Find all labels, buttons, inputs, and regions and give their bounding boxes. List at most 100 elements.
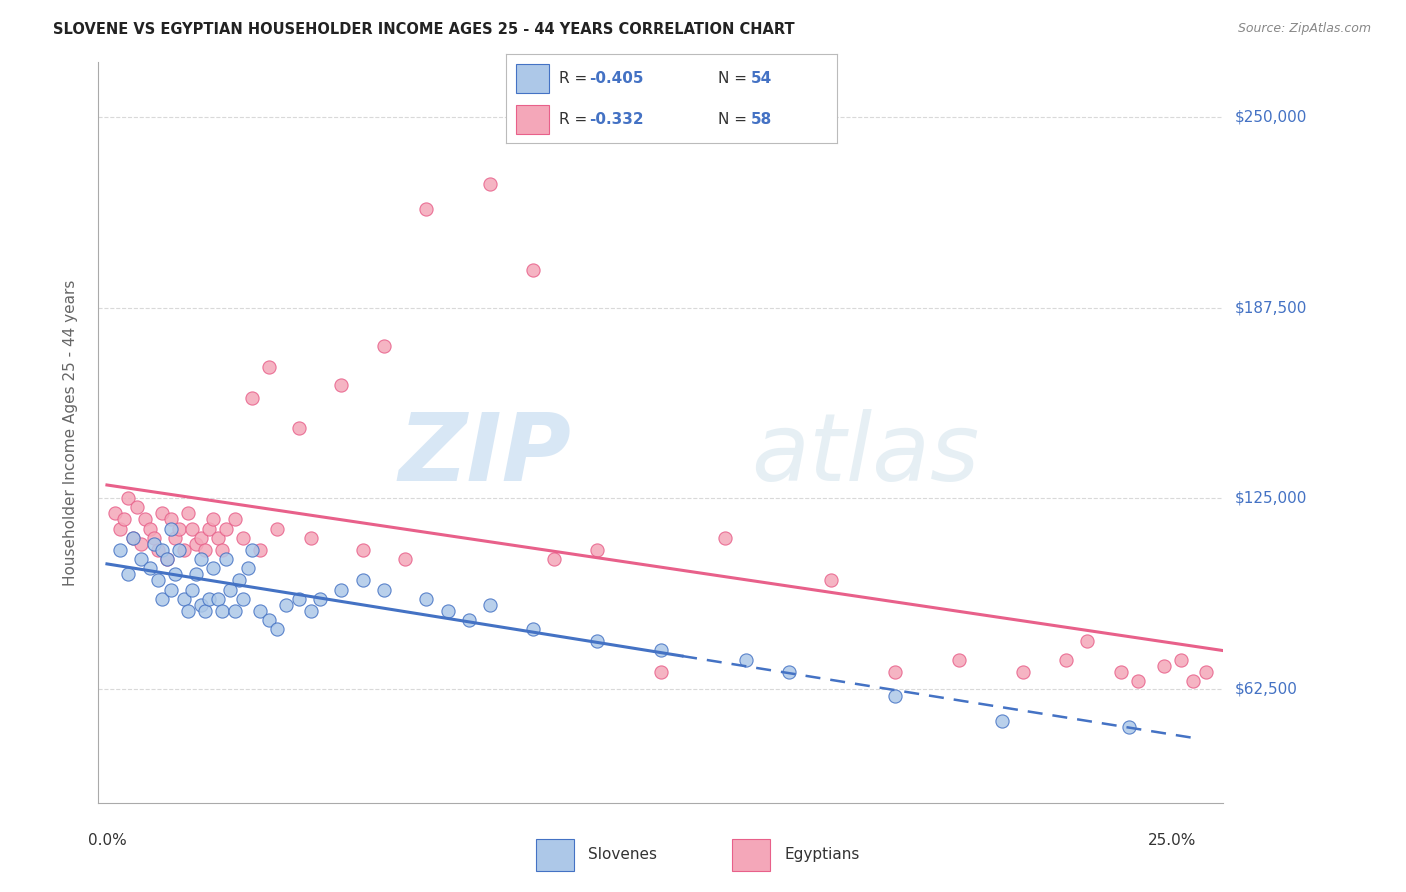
Point xyxy=(198,522,221,536)
Text: ZIP: ZIP xyxy=(398,409,571,500)
Point xyxy=(150,507,173,521)
Text: SLOVENE VS EGYPTIAN HOUSEHOLDER INCOME AGES 25 - 44 YEARS CORRELATION CHART: SLOVENE VS EGYPTIAN HOUSEHOLDER INCOME A… xyxy=(53,22,794,37)
Point xyxy=(142,537,165,551)
Point xyxy=(219,582,242,597)
Point xyxy=(146,574,169,588)
Point xyxy=(436,604,458,618)
Point xyxy=(1109,665,1132,679)
Point xyxy=(650,643,672,657)
Point xyxy=(224,604,246,618)
Point xyxy=(117,491,139,505)
Point xyxy=(190,552,212,566)
Point xyxy=(138,561,160,575)
Text: 0.0%: 0.0% xyxy=(87,833,127,848)
Point xyxy=(121,531,143,545)
Point xyxy=(479,178,502,192)
Point xyxy=(207,591,229,606)
Point xyxy=(186,537,208,551)
Point xyxy=(198,591,221,606)
FancyBboxPatch shape xyxy=(536,839,574,871)
Text: -0.405: -0.405 xyxy=(589,71,644,86)
Point xyxy=(160,582,183,597)
Point xyxy=(173,543,195,558)
Point xyxy=(142,531,165,545)
Point xyxy=(104,507,127,521)
Point xyxy=(1076,634,1098,648)
Point xyxy=(257,360,280,375)
Text: N =: N = xyxy=(717,112,751,127)
Point xyxy=(236,561,259,575)
FancyBboxPatch shape xyxy=(731,839,770,871)
Point xyxy=(458,613,481,627)
Point xyxy=(1126,673,1149,688)
Point xyxy=(129,537,152,551)
Point xyxy=(415,591,437,606)
Point xyxy=(287,421,309,435)
Point xyxy=(117,567,139,582)
Point xyxy=(207,531,229,545)
Point xyxy=(186,567,208,582)
Point xyxy=(181,582,204,597)
Point xyxy=(215,522,238,536)
Point xyxy=(373,582,395,597)
Point xyxy=(228,574,250,588)
Point xyxy=(165,531,187,545)
Point xyxy=(1195,665,1218,679)
Point xyxy=(479,598,502,612)
Point xyxy=(266,522,288,536)
Text: Slovenes: Slovenes xyxy=(588,847,657,862)
Text: $187,500: $187,500 xyxy=(1234,301,1306,315)
Point xyxy=(177,507,200,521)
Point xyxy=(224,512,246,526)
Point xyxy=(129,552,152,566)
Point xyxy=(160,512,183,526)
Point xyxy=(650,665,672,679)
Point xyxy=(352,543,374,558)
FancyBboxPatch shape xyxy=(516,64,550,93)
Point xyxy=(1012,665,1035,679)
Point xyxy=(820,574,842,588)
Point xyxy=(884,689,907,703)
Text: $125,000: $125,000 xyxy=(1234,491,1306,506)
FancyBboxPatch shape xyxy=(516,105,550,134)
Point xyxy=(1118,720,1140,734)
Point xyxy=(330,582,353,597)
Point xyxy=(202,512,225,526)
Point xyxy=(211,543,233,558)
Text: -0.332: -0.332 xyxy=(589,112,644,127)
Point xyxy=(257,613,280,627)
Point xyxy=(287,591,309,606)
Text: Source: ZipAtlas.com: Source: ZipAtlas.com xyxy=(1237,22,1371,36)
Point xyxy=(373,339,395,353)
Point xyxy=(155,552,177,566)
Point xyxy=(1170,652,1192,666)
Text: R =: R = xyxy=(560,112,592,127)
Y-axis label: Householder Income Ages 25 - 44 years: Householder Income Ages 25 - 44 years xyxy=(63,279,77,586)
Point xyxy=(735,652,758,666)
Point xyxy=(586,543,609,558)
Point xyxy=(778,665,800,679)
Point xyxy=(990,714,1012,728)
Point xyxy=(169,522,191,536)
Point xyxy=(301,531,323,545)
Point xyxy=(266,622,288,636)
Text: 25.0%: 25.0% xyxy=(1147,833,1197,848)
Text: atlas: atlas xyxy=(751,409,979,500)
Point xyxy=(394,552,416,566)
Point xyxy=(1182,673,1205,688)
Point xyxy=(125,500,148,515)
Point xyxy=(190,531,212,545)
Point xyxy=(232,531,254,545)
Text: $250,000: $250,000 xyxy=(1234,110,1306,125)
Point xyxy=(330,378,353,392)
Point xyxy=(249,543,271,558)
Point xyxy=(713,531,735,545)
Text: Egyptians: Egyptians xyxy=(785,847,859,862)
Point xyxy=(194,543,217,558)
Point xyxy=(108,522,131,536)
Point xyxy=(181,522,204,536)
Point xyxy=(1153,658,1175,673)
Point xyxy=(1054,652,1077,666)
Point xyxy=(240,391,263,405)
Point xyxy=(202,561,225,575)
